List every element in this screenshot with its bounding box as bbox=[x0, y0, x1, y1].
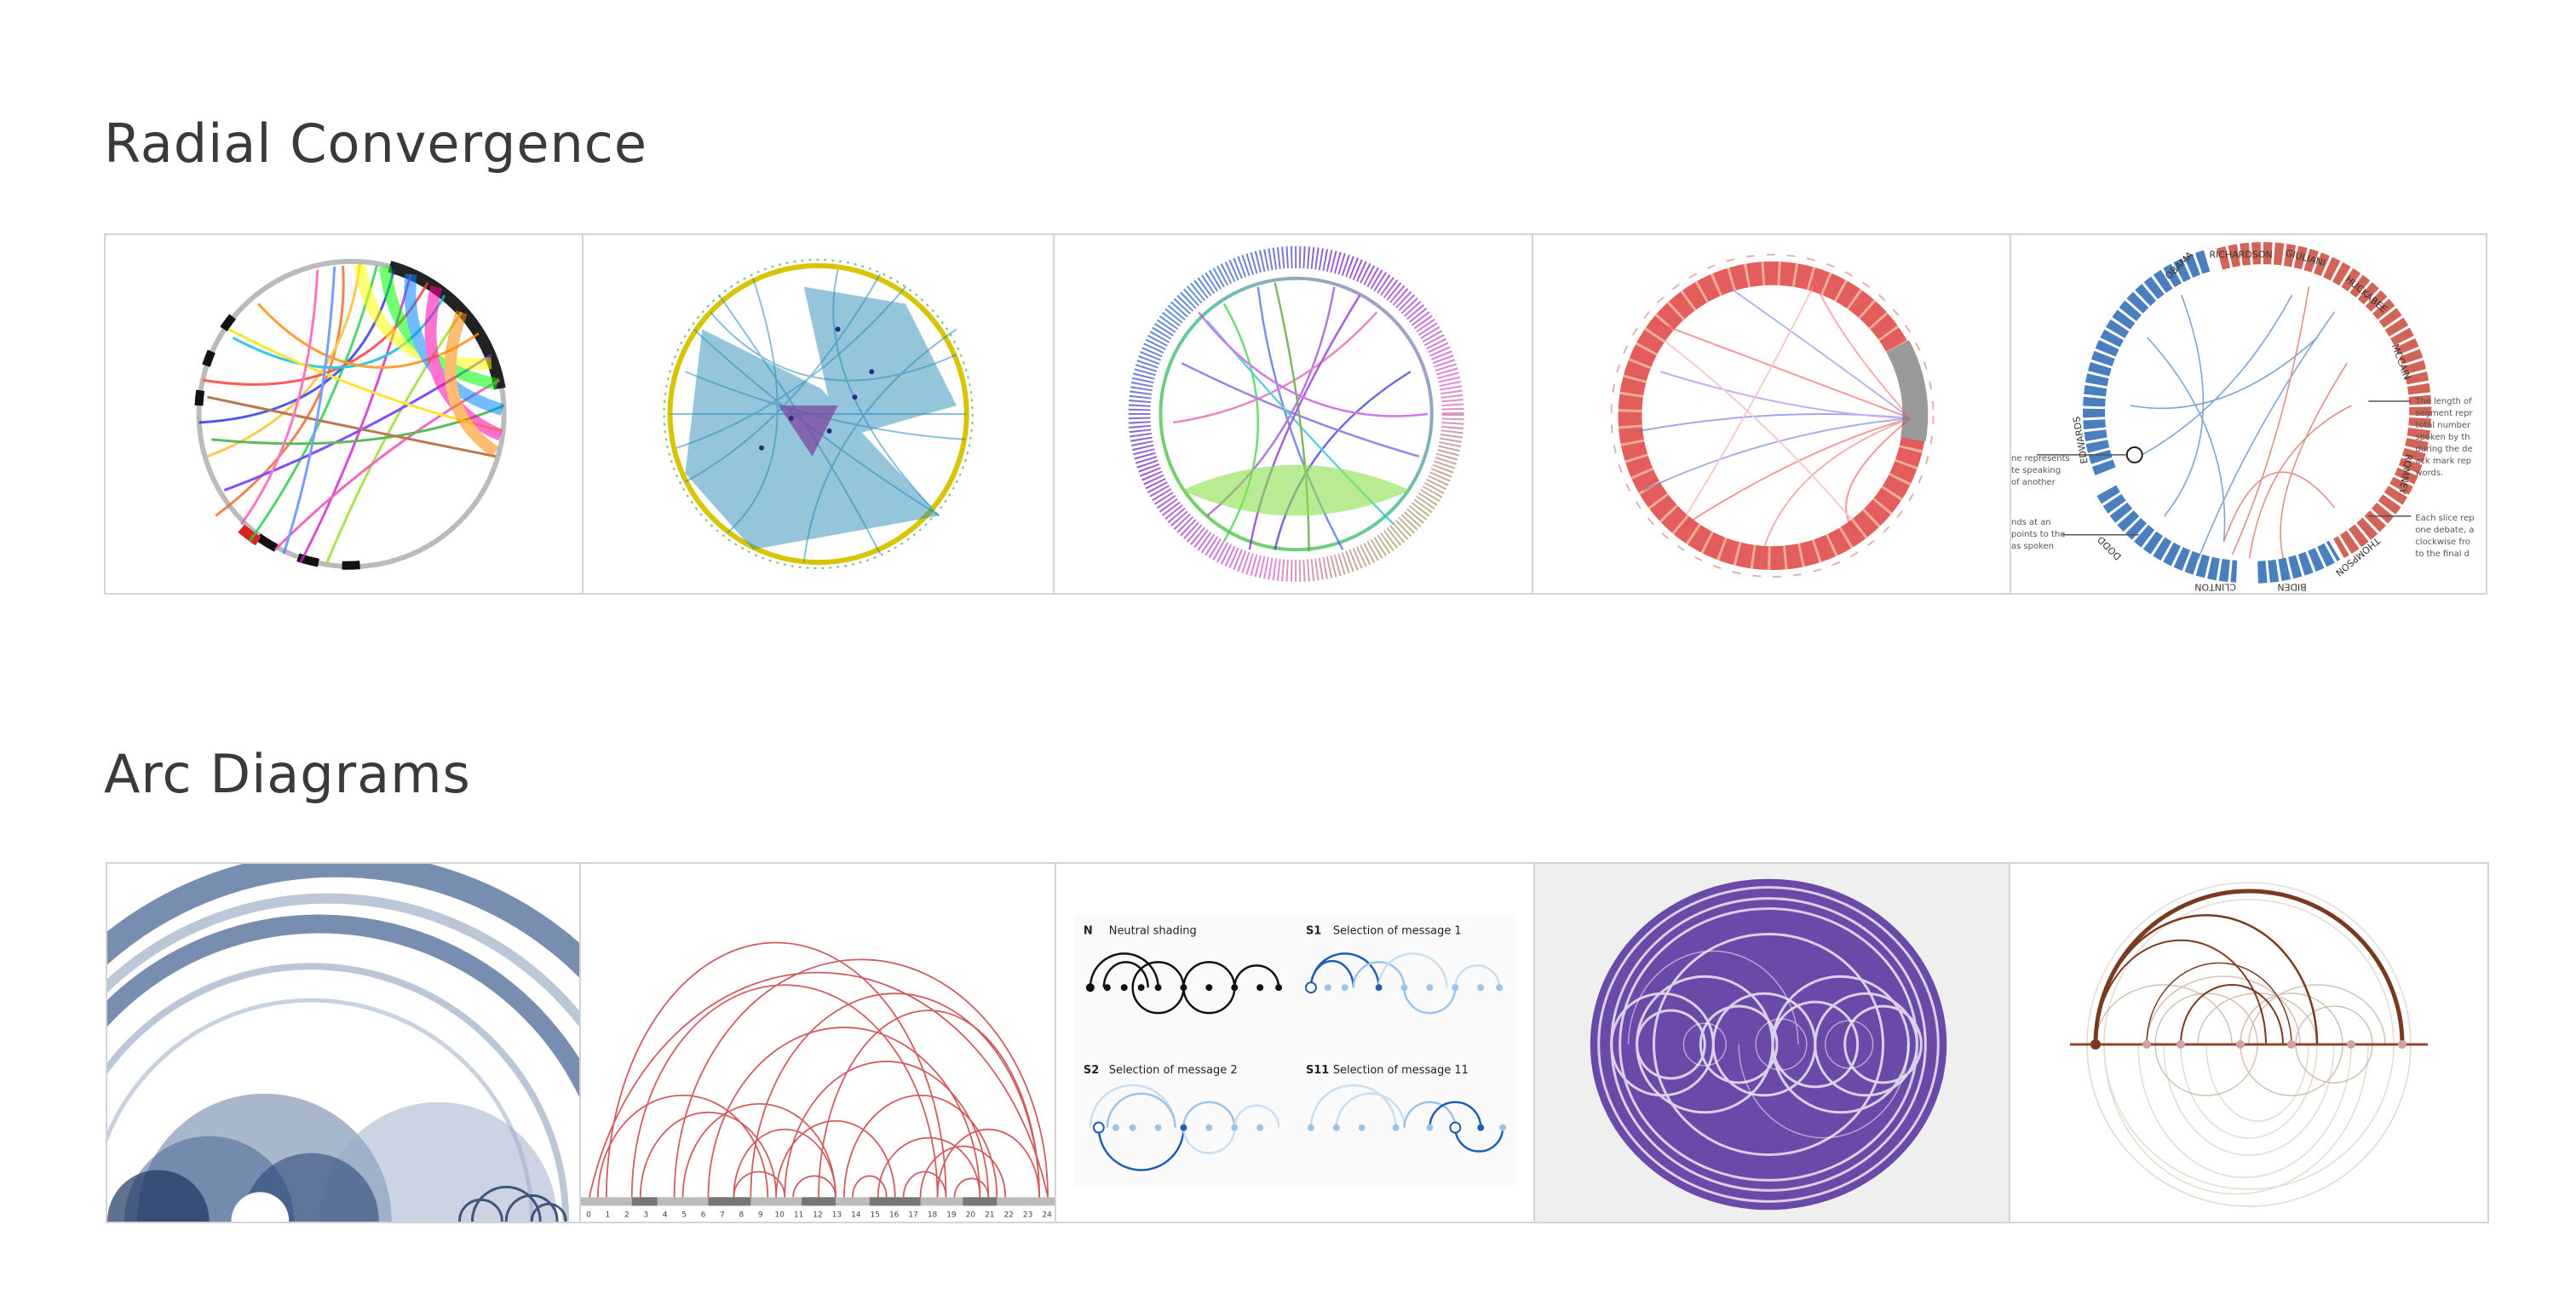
axis-tick-label: 12 bbox=[813, 1211, 822, 1219]
blue-network-image bbox=[663, 258, 974, 570]
axis-tick-label: 18 bbox=[928, 1211, 938, 1219]
axis-tick-label: 10 bbox=[774, 1211, 785, 1219]
annotation-text: te speaking bbox=[2011, 466, 2061, 475]
thumbnail-purple-arc-circle[interactable] bbox=[1535, 864, 2010, 1222]
annotation-text: words. bbox=[2415, 469, 2443, 478]
thumbnail-blue-network-circle[interactable] bbox=[584, 235, 1055, 593]
radial-convergence-gallery: OBAMA RICHARDSON GIULIANI HUCKABEE MCCAI… bbox=[104, 233, 2487, 595]
message-selection-image: N Neutral shading S1 Selection of messag… bbox=[1072, 913, 1517, 1186]
annotation-text: during the de bbox=[2415, 445, 2472, 454]
annotation-text: to the final d bbox=[2415, 549, 2470, 559]
annotation-text: spoken by th bbox=[2415, 433, 2470, 442]
thumbnail-navy-arc-diagram[interactable] bbox=[107, 864, 581, 1222]
candidate-label: BIDEN bbox=[2277, 582, 2306, 593]
axis-tick-label: 14 bbox=[851, 1211, 861, 1219]
axis-tick-label: 15 bbox=[871, 1211, 880, 1219]
annotation-text: as spoken bbox=[2011, 542, 2054, 551]
panel-label: Selection of message 2 bbox=[1109, 1064, 1238, 1077]
thumbnail-message-selection-arcs[interactable]: N Neutral shading S1 Selection of messag… bbox=[1056, 864, 1535, 1222]
annotation-text: nds at an bbox=[2011, 518, 2051, 527]
thumbnail-brown-arc-diagram[interactable] bbox=[2010, 864, 2487, 1222]
arc-diagrams-gallery: 0 1 2 3 4 5 6 7 8 9 10 11 12 13 14 15 16 17 18 19 20 21 22 23 24… bbox=[106, 862, 2489, 1223]
candidate-label: DODD bbox=[2096, 534, 2124, 562]
debate-circle-image: OBAMA RICHARDSON GIULIANI HUCKABEE MCCAI… bbox=[2011, 242, 2474, 593]
axis-tick-label: 16 bbox=[889, 1211, 900, 1219]
thumbnail-red-arc-diagram[interactable]: 0 1 2 3 4 5 6 7 8 9 10 11 12 13 14 15 16 17 18 19 20 21 22 23 24 bbox=[581, 864, 1056, 1222]
brown-arc-image bbox=[2070, 882, 2428, 1207]
annotation-text: The length of bbox=[2414, 397, 2472, 406]
annotation-text: total number bbox=[2415, 421, 2471, 430]
axis-tick-label: 17 bbox=[908, 1211, 917, 1219]
axis-tick-label: 23 bbox=[1023, 1211, 1032, 1219]
axis-tick-label: 4 bbox=[663, 1211, 668, 1219]
annotation-text: ne represents bbox=[2011, 454, 2070, 463]
annotation-text: points to the bbox=[2011, 530, 2065, 539]
axis-tick-label: 1 bbox=[606, 1211, 611, 1219]
axis-tick-label: 7 bbox=[720, 1211, 725, 1219]
thumbnail-rainbow-chord-diagram[interactable] bbox=[106, 235, 584, 593]
panel-label: Neutral shading bbox=[1109, 924, 1197, 937]
axis-tick-label: 21 bbox=[985, 1211, 994, 1219]
axis-tick-label: 8 bbox=[739, 1211, 744, 1219]
panel-code: S2 bbox=[1084, 1064, 1099, 1077]
axis-tick-label: 24 bbox=[1042, 1211, 1052, 1219]
thumbnail-red-ring-edge-bundle[interactable] bbox=[1532, 235, 2011, 593]
axis-tick-label: 3 bbox=[643, 1211, 648, 1219]
navy-arc-image bbox=[107, 864, 579, 1222]
annotation-text: ack mark rep bbox=[2415, 457, 2471, 466]
axis-tick-label: 5 bbox=[681, 1211, 687, 1219]
purple-arc-image bbox=[1590, 878, 1947, 1211]
panel-label: Selection of message 1 bbox=[1333, 924, 1462, 937]
pastel-edge-bundle-image bbox=[1128, 245, 1465, 583]
annotation-text: segment repr bbox=[2415, 409, 2473, 418]
axis-tick-label: 19 bbox=[946, 1211, 957, 1219]
red-arc-image: 0 1 2 3 4 5 6 7 8 9 10 11 12 13 14 15 16 17 18 19 20 21 22 23 24 bbox=[581, 941, 1055, 1219]
axis-tick-label: 6 bbox=[701, 1211, 706, 1219]
red-ring-image bbox=[1610, 253, 1935, 578]
annotation-text: clockwise fro bbox=[2415, 538, 2470, 547]
annotation-text: Each slice rep bbox=[2415, 514, 2474, 523]
axis-tick-label: 22 bbox=[1003, 1211, 1013, 1219]
candidate-label: CLINTON bbox=[2194, 582, 2236, 593]
axis-tick-label: 13 bbox=[832, 1211, 842, 1219]
rainbow-chord-image bbox=[194, 258, 507, 570]
axis-tick-label: 11 bbox=[794, 1211, 803, 1219]
thumbnail-debate-word-circle[interactable]: OBAMA RICHARDSON GIULIANI HUCKABEE MCCAI… bbox=[2010, 235, 2487, 593]
axis-tick-label: 2 bbox=[624, 1211, 630, 1219]
panel-code: S11 bbox=[1306, 1064, 1329, 1077]
axis-tick-label: 0 bbox=[586, 1211, 591, 1219]
section-title-radial-convergence: Radial Convergence bbox=[104, 112, 647, 175]
candidate-label: RICHARDSON bbox=[2209, 249, 2272, 260]
annotation-text: one debate, a bbox=[2415, 526, 2474, 535]
panel-code: S1 bbox=[1306, 924, 1321, 937]
panel-code: N bbox=[1084, 924, 1093, 937]
axis-tick-label: 9 bbox=[758, 1211, 763, 1219]
thumbnail-pastel-hierarchical-edge-bundle[interactable] bbox=[1055, 235, 1533, 593]
axis-tick-label: 20 bbox=[966, 1211, 976, 1219]
annotation-text: of another bbox=[2011, 478, 2056, 487]
section-title-arc-diagrams: Arc Diagrams bbox=[104, 743, 471, 805]
panel-label: Selection of message 11 bbox=[1333, 1064, 1469, 1077]
